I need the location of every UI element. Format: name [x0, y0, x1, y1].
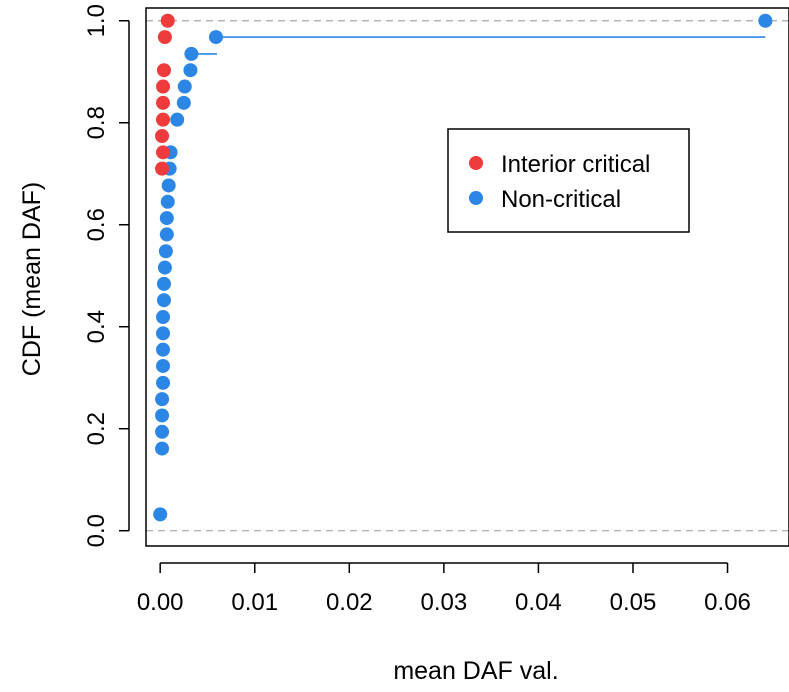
x-tick-label-3: 0.03	[421, 589, 468, 616]
x-tick-label-6: 0.06	[704, 589, 751, 616]
data-point-1-26	[758, 13, 773, 28]
data-point-0-8	[160, 13, 175, 28]
y-tick-label-1: 0.2	[83, 412, 110, 445]
data-point-1-4	[155, 392, 170, 407]
x-tick-label-5: 0.05	[610, 589, 657, 616]
y-tick-label-0: 0.0	[83, 514, 110, 547]
data-point-1-23	[183, 63, 198, 78]
data-point-1-7	[156, 342, 171, 357]
data-point-1-20	[170, 112, 185, 127]
data-point-1-25	[208, 30, 223, 45]
x-tick-label-2: 0.02	[326, 589, 373, 616]
legend-label-non-critical: Non-critical	[501, 186, 621, 213]
x-tick-label-0: 0.00	[137, 589, 184, 616]
plot-frame	[145, 7, 789, 547]
data-point-1-17	[161, 178, 176, 193]
data-point-1-2	[155, 424, 170, 439]
data-point-1-16	[160, 194, 175, 209]
x-axis: 0.00 0.01 0.02 0.03 0.04 0.05 0.06	[137, 562, 751, 616]
x-tick-label-4: 0.04	[515, 589, 562, 616]
data-point-0-0	[155, 161, 170, 176]
y-tick-label-2: 0.4	[83, 310, 110, 343]
data-point-0-7	[157, 30, 172, 45]
data-point-1-11	[156, 276, 171, 291]
reference-lines	[146, 20, 789, 532]
legend-marker-non-critical	[469, 191, 483, 205]
data-point-1-12	[157, 260, 172, 275]
step-segments	[188, 36, 766, 55]
legend: Interior critical Non-critical	[447, 128, 690, 233]
data-point-1-13	[158, 244, 173, 259]
data-point-1-15	[159, 211, 174, 226]
data-point-0-5	[156, 79, 171, 94]
y-tick-label-5: 1.0	[83, 4, 110, 37]
x-tick-label-1: 0.01	[231, 589, 278, 616]
data-point-0-2	[155, 128, 170, 143]
data-point-1-1	[155, 441, 170, 456]
y-axis-label: CDF (mean DAF)	[18, 182, 46, 376]
data-point-0-3	[156, 112, 171, 127]
legend-label-interior-critical: Interior critical	[501, 151, 650, 178]
data-points	[153, 13, 773, 522]
y-tick-label-4: 0.8	[83, 106, 110, 139]
data-point-1-5	[156, 375, 171, 390]
data-point-1-24	[184, 46, 199, 61]
data-point-1-6	[156, 358, 171, 373]
data-point-1-9	[156, 310, 171, 325]
data-point-1-3	[155, 408, 170, 423]
legend-box	[447, 128, 690, 233]
y-tick-label-3: 0.6	[83, 208, 110, 241]
data-point-1-21	[176, 95, 191, 110]
data-point-1-10	[156, 293, 171, 308]
y-axis: 0.0 0.2 0.4 0.6 0.8 1.0	[83, 4, 130, 547]
data-point-1-22	[177, 79, 192, 94]
data-point-1-8	[156, 326, 171, 341]
data-point-0-6	[156, 63, 171, 78]
data-point-0-4	[156, 95, 171, 110]
data-point-1-0	[153, 507, 168, 522]
legend-marker-interior-critical	[469, 156, 483, 170]
x-axis-label: mean DAF val.	[393, 657, 558, 685]
data-point-1-14	[159, 227, 174, 242]
data-point-0-1	[156, 145, 171, 160]
